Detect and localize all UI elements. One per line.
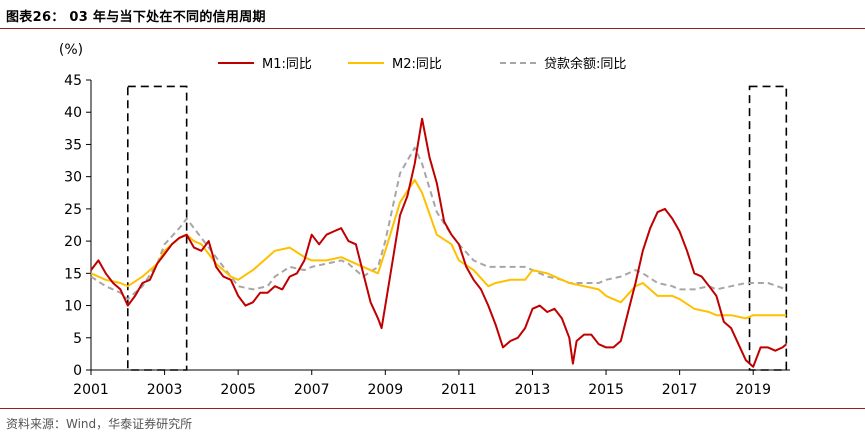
series-line-1 (90, 117, 787, 368)
highlight-box (748, 85, 788, 371)
title-divider (0, 28, 865, 29)
series-line-3 (90, 146, 787, 301)
y-tick-label: 40 (64, 105, 82, 121)
x-tick-label: 2011 (441, 382, 477, 398)
data-source: 资料来源：Wind，华泰证券研究所 (6, 417, 193, 431)
legend-label-2: M2:同比 (392, 57, 442, 72)
y-tick-label: 5 (73, 331, 82, 347)
x-tick-label: 2019 (735, 382, 771, 398)
x-tick-label: 2005 (220, 382, 256, 398)
chart-title: 图表26： 03 年与当下处在不同的信用周期 (6, 10, 266, 25)
y-tick-label: 25 (64, 202, 82, 218)
y-tick-label: 30 (64, 170, 82, 186)
legend-label-3: 贷款余额:同比 (544, 56, 626, 72)
y-axis-unit-label: (%) (59, 42, 83, 58)
y-tick-label: 0 (73, 363, 82, 379)
x-tick-label: 2015 (588, 382, 624, 398)
series-lines (90, 117, 787, 368)
highlight-box (126, 85, 188, 371)
chart-axes: 0 5 10 15 20 25 30 35 40 45 (%) 2001 2003 2005 2007 200… (59, 42, 790, 398)
source-divider (0, 408, 865, 409)
y-tick-label: 45 (64, 73, 82, 89)
chart-legend: M1:同比 M2:同比 贷款余额:同比 (218, 56, 626, 72)
legend-label-1: M1:同比 (262, 57, 312, 72)
x-tick-label: 2013 (515, 382, 551, 398)
x-tick-label: 2017 (662, 382, 698, 398)
y-tick-label: 10 (64, 299, 82, 315)
x-tick-label: 2007 (294, 382, 330, 398)
line-chart: 0 5 10 15 20 25 30 35 40 45 (%) 2001 2003 2005 2007 200… (59, 42, 790, 398)
series-line-2 (90, 178, 787, 320)
highlight-boxes (126, 85, 788, 371)
x-tick-label: 2001 (73, 382, 109, 398)
x-tick-label: 2009 (367, 382, 403, 398)
x-tick-label: 2003 (147, 382, 183, 398)
y-tick-label: 15 (64, 266, 82, 282)
y-tick-label: 35 (64, 137, 82, 153)
y-tick-label: 20 (64, 234, 82, 250)
